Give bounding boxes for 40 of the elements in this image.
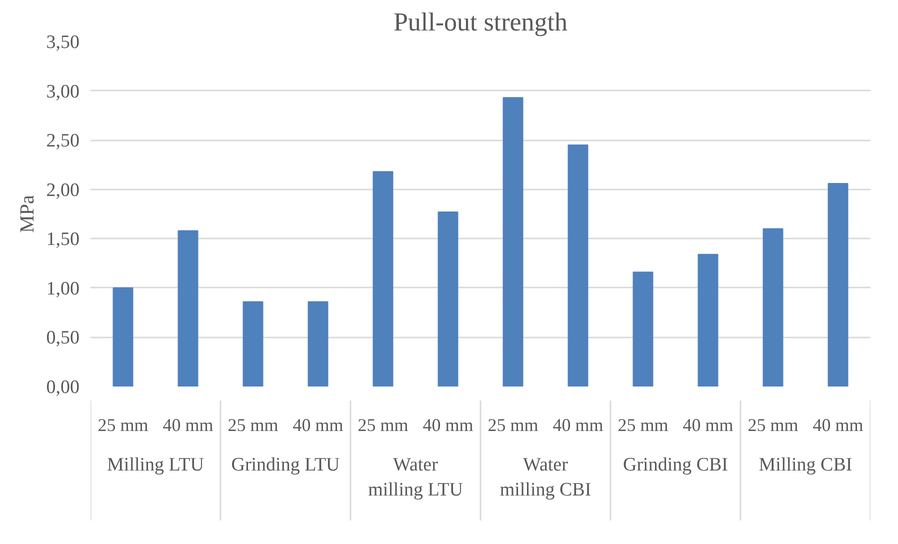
y-tick-label: 3,00: [46, 81, 80, 102]
x-tick-label: 25 mm: [358, 414, 408, 435]
bar: [762, 228, 784, 386]
y-tick-label: 0,50: [46, 328, 80, 349]
bar: [372, 171, 394, 386]
x-tick-label: 40 mm: [552, 414, 604, 435]
text: Milling CBI: [758, 454, 852, 476]
bar: [308, 301, 328, 386]
bar: [568, 144, 588, 386]
bar: [112, 287, 134, 386]
x-tick-label: 25 mm: [488, 414, 538, 435]
bar: [242, 301, 264, 386]
y-tick-label: 2,50: [46, 130, 80, 152]
x-tick-label: 25 mm: [98, 414, 148, 435]
y-tick-label: 0,00: [46, 377, 80, 398]
x-tick-label: 40 mm: [422, 414, 474, 435]
bar: [178, 230, 198, 386]
bar: [438, 212, 458, 386]
bar: [828, 182, 848, 386]
text: Water milling CBI: [500, 454, 592, 501]
x-tick-label: 40 mm: [812, 414, 864, 435]
y-tick-label: 2,00: [46, 180, 80, 201]
x-tick-label: 25 mm: [228, 414, 278, 435]
x-tick-label: 40 mm: [162, 414, 214, 435]
bar: [632, 272, 654, 386]
y-tick-label: 3,50: [46, 32, 80, 53]
text: Milling LTU: [107, 454, 204, 476]
text: Water milling LTU: [368, 454, 464, 501]
bar: [698, 254, 718, 386]
x-tick-label: 40 mm: [292, 414, 344, 435]
x-tick-label: 25 mm: [748, 414, 798, 435]
text: Grinding CBI: [622, 454, 728, 476]
y-tick-label: 1,00: [46, 278, 80, 300]
x-tick-label: 40 mm: [682, 414, 734, 435]
x-tick-label: 25 mm: [618, 414, 668, 435]
y-axis-title: MPa: [16, 194, 38, 233]
text: Grinding LTU: [231, 454, 340, 476]
bar: [502, 97, 524, 386]
chart-title: Pull-out strength: [393, 8, 568, 36]
y-tick-label: 1,50: [46, 229, 80, 250]
